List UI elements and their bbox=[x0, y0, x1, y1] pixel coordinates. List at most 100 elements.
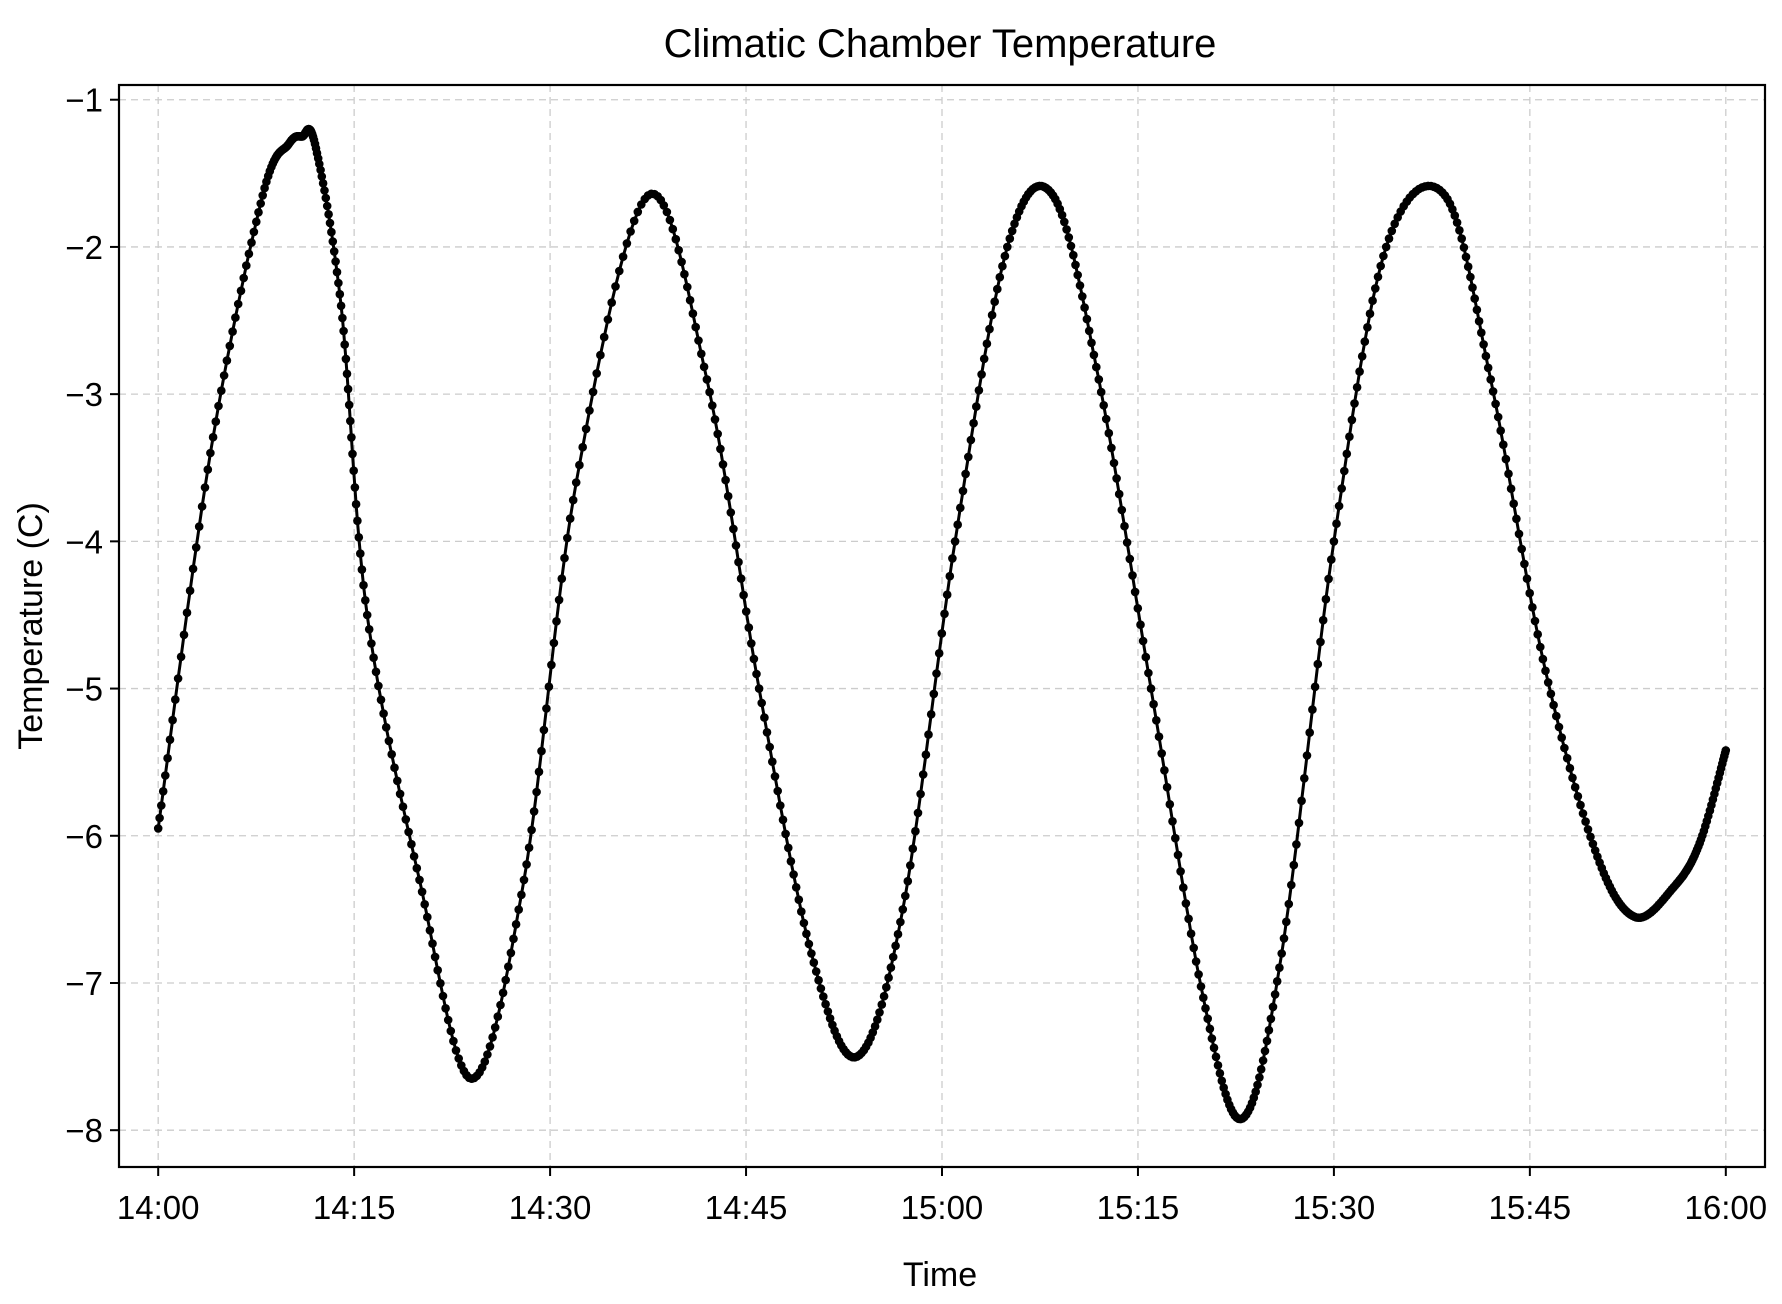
data-point bbox=[519, 875, 529, 885]
data-point bbox=[1096, 387, 1106, 397]
data-point bbox=[1215, 1069, 1225, 1078]
data-point bbox=[1203, 1014, 1212, 1023]
data-point bbox=[1363, 323, 1372, 332]
data-point bbox=[362, 610, 372, 620]
y-tick-label: −4 bbox=[65, 523, 103, 560]
data-point bbox=[903, 876, 913, 886]
data-point bbox=[789, 870, 798, 879]
data-point bbox=[998, 261, 1007, 271]
data-point bbox=[351, 499, 361, 509]
data-point bbox=[1266, 1014, 1276, 1024]
x-tick-label: 15:15 bbox=[1097, 1189, 1180, 1226]
data-point bbox=[1318, 615, 1328, 625]
x-tick-label: 14:15 bbox=[313, 1189, 396, 1226]
data-point bbox=[747, 639, 756, 648]
data-point bbox=[1109, 458, 1119, 468]
data-point bbox=[607, 298, 616, 307]
data-point bbox=[726, 508, 736, 517]
x-tick-label: 14:45 bbox=[705, 1189, 788, 1226]
data-point bbox=[575, 460, 584, 470]
data-point bbox=[334, 278, 343, 288]
data-point bbox=[599, 332, 609, 342]
data-point bbox=[1275, 963, 1284, 972]
data-point bbox=[1264, 1025, 1274, 1035]
data-point bbox=[203, 465, 213, 474]
data-point bbox=[1078, 292, 1087, 301]
data-point bbox=[568, 495, 578, 505]
data-point bbox=[549, 638, 559, 648]
data-point bbox=[1342, 449, 1352, 459]
data-point bbox=[1149, 699, 1158, 709]
data-point bbox=[173, 674, 183, 683]
data-point bbox=[251, 217, 261, 227]
data-point bbox=[1146, 684, 1156, 693]
data-point bbox=[565, 514, 575, 523]
data-point bbox=[611, 282, 620, 291]
data-point bbox=[754, 684, 764, 693]
data-point bbox=[1499, 440, 1508, 450]
data-point bbox=[578, 442, 587, 452]
data-point bbox=[1479, 340, 1488, 349]
data-point bbox=[1089, 350, 1099, 360]
data-point bbox=[688, 309, 698, 318]
data-point bbox=[214, 401, 223, 411]
data-point bbox=[1310, 682, 1320, 692]
data-point bbox=[629, 216, 639, 226]
data-point bbox=[1270, 990, 1280, 999]
data-point bbox=[768, 757, 777, 766]
data-point bbox=[231, 313, 240, 322]
data-point bbox=[415, 875, 424, 885]
data-point bbox=[1268, 1002, 1278, 1012]
data-point bbox=[1073, 270, 1082, 280]
data-point bbox=[819, 992, 828, 1001]
data-point bbox=[1217, 1076, 1227, 1086]
data-point bbox=[446, 1026, 456, 1036]
data-point bbox=[357, 565, 367, 574]
data-point bbox=[339, 326, 348, 336]
y-tick-label: −7 bbox=[65, 965, 103, 1002]
data-point bbox=[1117, 505, 1127, 515]
data-point bbox=[514, 905, 523, 914]
data-point bbox=[697, 349, 706, 359]
data-point bbox=[964, 452, 973, 462]
data-point bbox=[441, 1004, 450, 1013]
data-point bbox=[1452, 218, 1462, 227]
data-point bbox=[1289, 860, 1299, 870]
data-point bbox=[1057, 210, 1067, 220]
data-point bbox=[1340, 466, 1349, 476]
data-point bbox=[1477, 328, 1486, 338]
data-point bbox=[781, 829, 790, 839]
data-point bbox=[911, 826, 920, 836]
data-point bbox=[179, 630, 189, 640]
y-tick-label: −1 bbox=[65, 82, 103, 119]
data-point bbox=[784, 843, 793, 853]
data-point bbox=[776, 801, 785, 810]
data-point bbox=[1152, 716, 1161, 725]
data-point bbox=[731, 541, 741, 550]
data-point bbox=[328, 237, 338, 246]
data-point bbox=[524, 843, 534, 852]
data-point bbox=[1459, 243, 1469, 252]
y-tick-label: −2 bbox=[65, 229, 103, 266]
chart-title: Climatic Chamber Temperature bbox=[664, 22, 1217, 66]
data-point bbox=[765, 742, 774, 752]
data-point bbox=[1084, 326, 1094, 336]
data-point bbox=[1128, 571, 1137, 580]
data-point bbox=[1721, 746, 1731, 755]
data-point bbox=[1168, 817, 1177, 826]
data-point bbox=[1549, 700, 1558, 710]
data-point bbox=[194, 522, 204, 531]
data-point bbox=[1468, 283, 1477, 292]
data-point bbox=[710, 415, 720, 424]
data-point bbox=[691, 322, 700, 332]
data-point bbox=[1470, 294, 1479, 303]
data-point bbox=[249, 227, 259, 237]
data-point bbox=[668, 224, 678, 234]
data-point bbox=[1390, 219, 1399, 229]
data-point bbox=[802, 929, 811, 939]
data-point bbox=[1514, 529, 1524, 539]
data-point bbox=[886, 963, 896, 972]
data-point bbox=[741, 607, 751, 616]
data-point bbox=[906, 861, 915, 870]
